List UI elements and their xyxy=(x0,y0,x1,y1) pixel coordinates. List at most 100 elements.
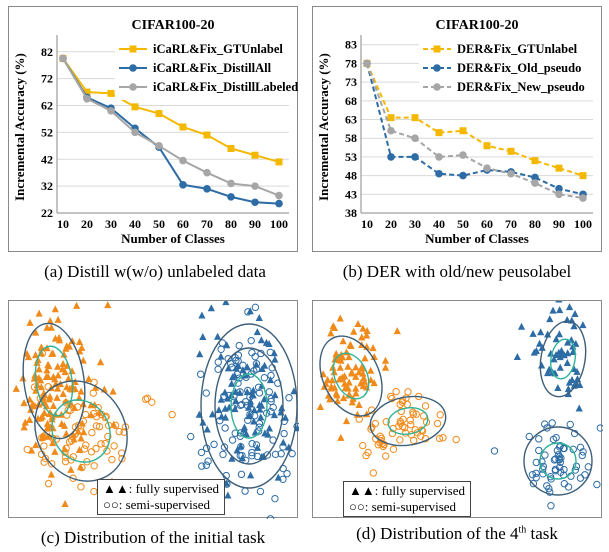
scatter-c-tri-point xyxy=(270,411,279,419)
scatter-c-tri-point xyxy=(196,350,204,358)
scatter-c-circle-point xyxy=(244,386,252,395)
chart-b-series-line-0 xyxy=(366,63,584,177)
scatter-c-circle-point xyxy=(63,411,71,419)
scatter-d-circle-point xyxy=(532,469,540,477)
scatter-d-tri-point xyxy=(367,366,375,374)
scatter-d-circle-point xyxy=(389,445,398,453)
scatter-c-circle-point xyxy=(90,462,98,470)
scatter-d-circle-point xyxy=(381,452,390,460)
scatter-c-circle-point xyxy=(248,448,256,457)
scatter-c-tri-point xyxy=(59,360,67,368)
scatter-c-tri-point xyxy=(31,351,40,359)
scatter-c-circle-point xyxy=(247,336,255,345)
chart-b-point xyxy=(411,114,419,122)
scatter-d-tri-point xyxy=(575,404,583,412)
scatter-d-circle-point xyxy=(369,469,378,477)
scatter-c-tri-point xyxy=(37,414,45,422)
chart-b-legend-marker xyxy=(433,83,441,91)
scatter-c-circle-point xyxy=(198,462,206,470)
chart-b-xtick-label: 70 xyxy=(505,217,517,231)
chart-b-ytick-label: 78 xyxy=(345,56,357,70)
chart-a-point xyxy=(251,182,259,190)
scatter-c-tri-point xyxy=(61,499,69,507)
chart-b-point xyxy=(483,142,491,150)
legend-c: ▲▲: fully supervised ○○: semi-supervised xyxy=(97,479,225,515)
scatter-c-tri-point xyxy=(12,384,20,392)
scatter-d-tri-point xyxy=(332,389,340,397)
scatter-c-ellipse xyxy=(22,322,86,440)
scatter-c-circle-point xyxy=(238,400,246,409)
scatter-d-circle-point xyxy=(404,388,412,396)
chart-b-point xyxy=(435,169,443,178)
scatter-d-tri-point xyxy=(355,401,363,409)
scatter-c xyxy=(12,301,299,519)
chart-a-ytick-label: 52 xyxy=(41,125,53,139)
scatter-d-circle-point xyxy=(578,451,586,460)
scatter-d-tri-point xyxy=(354,319,362,327)
scatter-c-circle-point xyxy=(219,450,227,459)
scatter-c-circle-point xyxy=(288,449,296,458)
scatter-c-tri-point xyxy=(29,400,37,408)
scatter-c-tri-point xyxy=(215,406,223,414)
scatter-d-tri-point xyxy=(530,348,538,356)
scatter-c-tri-point xyxy=(24,353,33,361)
scatter-c-tri-point xyxy=(40,408,48,416)
chart-a-xtick-label: 10 xyxy=(57,217,69,231)
chart-b-point xyxy=(387,114,395,122)
scatter-d-tri-point xyxy=(342,417,351,425)
scatter-d-tri-point xyxy=(363,327,371,335)
scatter-c-circle-point xyxy=(267,395,275,403)
scatter-c-tri-point xyxy=(243,363,251,371)
scatter-c-circle-point xyxy=(204,457,212,465)
scatter-c-circle-point xyxy=(30,383,39,391)
scatter-c-tri-point xyxy=(258,401,266,409)
scatter-c-circle-point xyxy=(256,487,265,496)
scatter-c-tri-point xyxy=(58,420,66,428)
scatter-d-tri-point xyxy=(579,321,587,329)
chart-a-xtick-label: 30 xyxy=(105,217,117,231)
caption-d-pre: (d) Distribution of the 4 xyxy=(356,524,519,543)
scatter-c-tri-point xyxy=(77,463,85,471)
scatter-c-circle-point xyxy=(108,455,116,464)
scatter-d-circle-point xyxy=(555,455,563,463)
chart-b-point xyxy=(555,184,563,193)
scatter-c-tri-point xyxy=(217,395,225,403)
scatter-c-tri-point xyxy=(91,383,100,391)
scatter-c-circle-point xyxy=(104,432,112,441)
scatter-d-ellipse xyxy=(549,338,577,380)
scatter-c-tri-point xyxy=(37,376,45,384)
scatter-c-tri-point xyxy=(54,371,62,379)
scatter-c-tri-point xyxy=(96,358,105,366)
chart-a-point xyxy=(179,180,187,189)
scatter-c-circle-point xyxy=(279,443,287,451)
chart-a-xtick-label: 90 xyxy=(249,217,261,231)
chart-a-point xyxy=(203,185,211,193)
chart-b-point xyxy=(555,190,563,199)
scatter-d-tri-point xyxy=(337,433,345,441)
scatter-c-tri-point xyxy=(79,400,87,408)
scatter-c-tri-point xyxy=(51,447,59,455)
scatter-d-ellipse xyxy=(539,320,587,398)
caption-d-post: task xyxy=(526,524,558,543)
scatter-c-circle-point xyxy=(81,410,90,419)
scatter-c-circle-point xyxy=(234,357,242,365)
scatter-d-tri-point xyxy=(544,330,552,338)
legend-d: ▲▲: fully supervised ○○: semi-supervised xyxy=(343,481,471,517)
scatter-c-circle-point xyxy=(277,449,285,458)
scatter-c-circle-point xyxy=(87,448,96,456)
chart-a-point xyxy=(179,123,187,131)
scatter-c-tri-point xyxy=(20,399,28,407)
chart-b-legend-marker xyxy=(433,64,441,72)
scatter-c-tri-point xyxy=(45,395,53,403)
chart-b-xtick-label: 40 xyxy=(433,217,445,231)
scatter-c-tri-point xyxy=(47,323,55,331)
scatter-d-circle-point xyxy=(397,407,405,416)
chart-b-ytick-label: 73 xyxy=(345,75,357,89)
scatter-c-tri-point xyxy=(44,372,52,380)
scatter-c-tri-point xyxy=(32,441,40,449)
scatter-d-circle-point xyxy=(564,483,573,491)
scatter-d-tri-point xyxy=(358,362,366,370)
scatter-c-circle-point xyxy=(252,365,261,373)
scatter-c-ellipse xyxy=(34,345,74,417)
scatter-d-circle-point xyxy=(392,387,400,396)
